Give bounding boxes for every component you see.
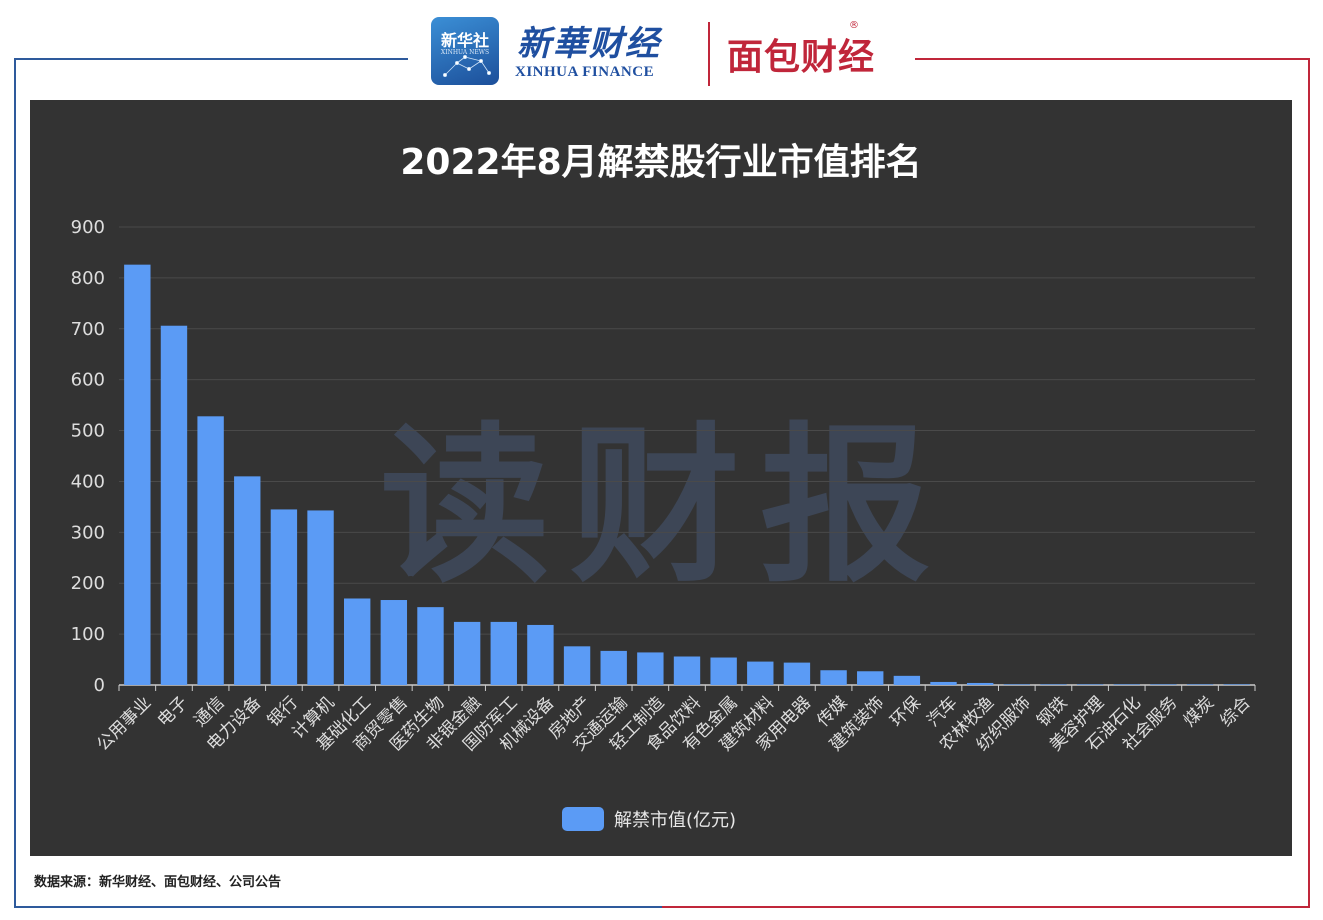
bar-房地产[interactable] [563,646,591,685]
y-tick-label: 0 [94,675,105,696]
legend[interactable]: 解禁市值(亿元) [562,806,736,832]
y-tick-label: 500 [71,421,105,442]
xinhua-badge-en: XINHUA NEWS [440,49,490,56]
bar-石油石化[interactable] [1113,684,1140,685]
y-tick-label: 900 [71,217,105,238]
bar-通信[interactable] [197,416,224,685]
mianbao-finance-logo: 面包财经 [727,37,876,78]
bar-交通运输[interactable] [600,650,627,685]
bar-chart: 0100200300400500600700800900公用事业电子通信电力设备… [71,217,1256,755]
x-tick-label: 公用事业 [93,693,155,755]
bar-传媒[interactable] [820,670,847,685]
chart-panel: 读财报 2022年8月解禁股行业市值排名 0 100 200 300 400 500 600… [30,100,1292,856]
bar-钢铁[interactable] [1040,684,1067,685]
bar-煤炭[interactable] [1186,684,1214,685]
bar-计算机[interactable] [307,510,334,685]
bar-环保[interactable] [893,675,921,685]
y-tick-label: 700 [71,319,105,340]
bar-基础化工[interactable] [344,598,371,685]
bar-农林牧渔[interactable] [966,682,994,685]
frame-top-left [14,58,408,60]
y-tick-label: 100 [71,624,105,645]
registered-mark: ® [849,20,859,31]
bar-公用事业[interactable] [124,264,151,685]
bar-美容护理[interactable] [1076,684,1104,685]
bar-非银金融[interactable] [453,621,481,685]
bar-纺织服饰[interactable] [1003,684,1030,685]
watermark: 读财报 [380,408,951,606]
xinhua-finance-logo-cn: 新華财经 [517,24,661,64]
y-tick-label: 400 [71,471,105,492]
x-tick-label: 电子 [154,693,192,731]
bar-食品饮料[interactable] [673,656,701,685]
y-tick-label: 200 [71,573,105,594]
legend-swatch [562,807,604,831]
legend-label: 解禁市值(亿元) [614,810,737,831]
bar-建筑材料[interactable] [747,661,774,685]
header-logos: 新华社 XINHUA NEWS 新華财经 XINHUA FINANCE 面包财经… [425,12,905,90]
bar-有色金属[interactable] [710,657,737,685]
frame-bottom [14,906,1310,908]
x-tick-label: 综合 [1217,693,1255,731]
bar-电力设备[interactable] [234,476,261,685]
bar-商贸零售[interactable] [380,600,408,685]
x-tick-label: 环保 [887,693,925,731]
source-note: 数据来源：新华财经、面包财经、公司公告 [34,875,282,890]
chart-title: 2022年8月解禁股行业市值排名 [400,142,922,183]
frame-right [1308,58,1310,908]
xinhua-finance-logo-en: XINHUA FINANCE [515,64,655,80]
bar-建筑装饰[interactable] [857,671,884,685]
xinhua-badge-cn: 新华社 [440,31,489,50]
network-icon [442,55,492,78]
y-tick-label: 300 [71,522,105,543]
bar-电子[interactable] [160,325,188,685]
bar-国防军工[interactable] [490,621,517,685]
bar-机械设备[interactable] [527,624,554,685]
logo-divider [708,22,710,86]
xinhua-news-logo: 新华社 XINHUA NEWS [431,17,499,85]
y-tick-label: 800 [71,268,105,289]
bar-医药生物[interactable] [417,607,444,685]
frame-top-right [915,58,1310,60]
frame-left [14,58,16,908]
x-tick-label: 煤炭 [1180,693,1218,731]
bar-轻工制造[interactable] [637,652,664,685]
bar-家用电器[interactable] [783,662,811,685]
y-tick-label: 600 [71,370,105,391]
bar-汽车[interactable] [930,681,957,685]
bar-综合[interactable] [1223,684,1250,685]
bar-社会服务[interactable] [1150,684,1177,685]
bar-银行[interactable] [270,509,298,685]
